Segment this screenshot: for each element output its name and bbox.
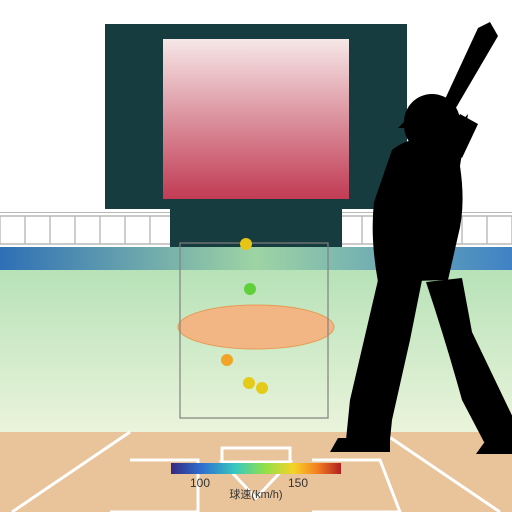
pitch-marker xyxy=(240,238,252,250)
speed-colorbar xyxy=(171,463,341,474)
colorbar-tick: 150 xyxy=(288,476,308,490)
colorbar-title: 球速(km/h) xyxy=(229,487,282,501)
pitch-marker xyxy=(243,377,255,389)
colorbar-tick: 100 xyxy=(190,476,210,490)
pitch-marker xyxy=(221,354,233,366)
scoreboard-screen xyxy=(163,39,349,199)
pitch-marker xyxy=(256,382,268,394)
pitchers-mound xyxy=(178,305,334,349)
pitch-marker xyxy=(244,283,256,295)
pitch-location-chart: { "canvas": { "width": 512, "height": 51… xyxy=(0,0,512,512)
